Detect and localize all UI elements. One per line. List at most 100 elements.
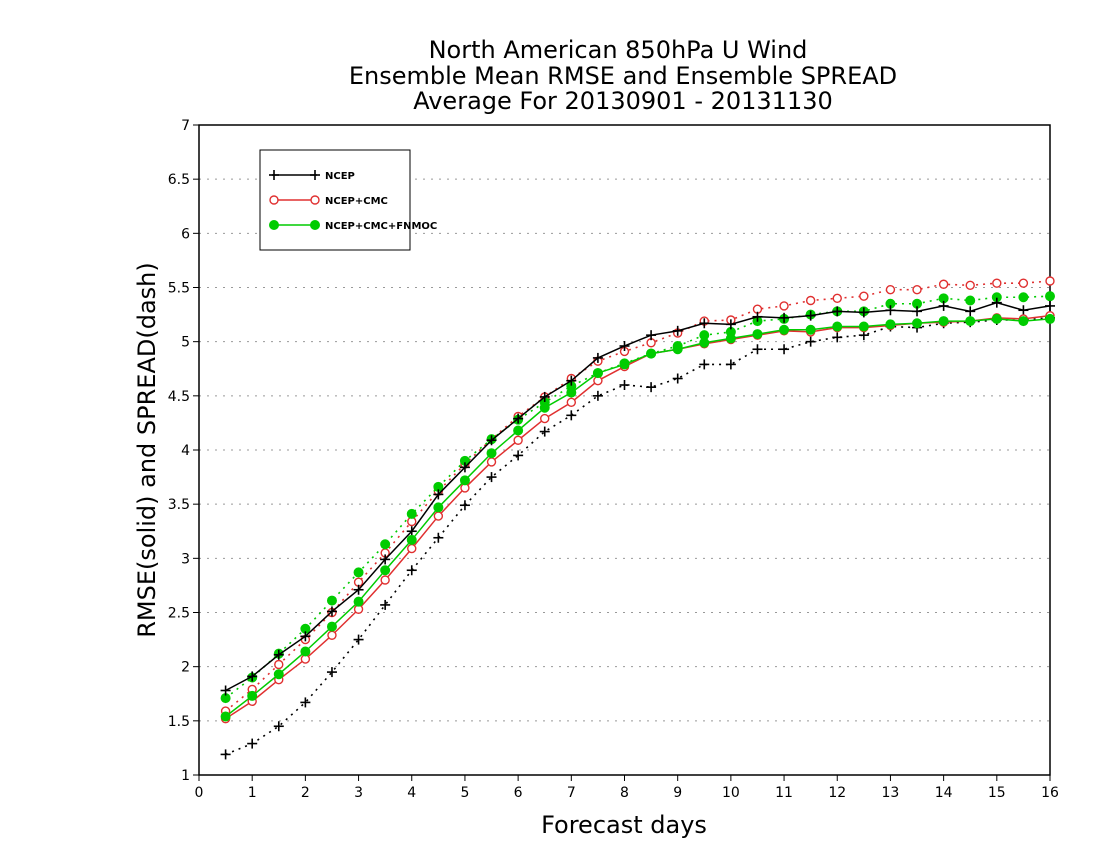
data-point bbox=[326, 621, 337, 632]
y-tick-label: 5.5 bbox=[168, 281, 190, 297]
data-point bbox=[406, 526, 417, 537]
data-point bbox=[539, 391, 550, 402]
data-point bbox=[220, 711, 231, 722]
data-point bbox=[805, 324, 816, 335]
data-point bbox=[1018, 316, 1029, 327]
data-point bbox=[592, 352, 603, 363]
data-point bbox=[513, 413, 524, 424]
data-point bbox=[327, 630, 337, 640]
data-point bbox=[938, 279, 949, 289]
data-point bbox=[752, 344, 763, 355]
y-tick-label: 2.5 bbox=[168, 606, 190, 622]
series-ncep-cmc-rmse bbox=[220, 310, 1055, 724]
x-tick-label: 6 bbox=[514, 785, 523, 801]
x-tick-label: 3 bbox=[354, 785, 363, 801]
series-ncep-cmc-fnmoc-rmse bbox=[220, 313, 1055, 722]
data-point bbox=[805, 336, 816, 347]
y-tick-label: 4.5 bbox=[168, 389, 190, 405]
data-point bbox=[220, 749, 231, 760]
data-point bbox=[513, 435, 523, 445]
series-line bbox=[225, 314, 1051, 720]
data-point bbox=[269, 195, 279, 205]
data-point bbox=[274, 659, 284, 670]
data-point bbox=[992, 278, 1002, 288]
data-point bbox=[380, 539, 391, 550]
y-tick-label: 5 bbox=[181, 335, 190, 351]
x-tick-label: 2 bbox=[301, 785, 310, 801]
data-point bbox=[353, 596, 364, 607]
data-point bbox=[646, 348, 657, 359]
data-point bbox=[991, 297, 1002, 308]
data-point bbox=[592, 390, 603, 401]
data-point bbox=[380, 554, 391, 565]
data-point bbox=[380, 565, 391, 576]
x-tick-label: 11 bbox=[775, 785, 793, 801]
data-point bbox=[1045, 276, 1055, 286]
data-point bbox=[646, 330, 657, 341]
data-point bbox=[247, 671, 258, 682]
data-point bbox=[619, 380, 630, 390]
data-point bbox=[699, 318, 710, 329]
data-point bbox=[991, 313, 1002, 324]
data-point bbox=[406, 565, 417, 576]
data-point bbox=[300, 631, 311, 642]
data-point bbox=[353, 584, 364, 595]
legend-entry: NCEP+CMC bbox=[269, 195, 388, 207]
x-tick-label: 5 bbox=[460, 785, 469, 801]
data-point bbox=[699, 359, 710, 370]
data-point bbox=[380, 599, 391, 610]
data-point bbox=[353, 567, 364, 578]
data-point bbox=[965, 280, 975, 291]
data-point bbox=[269, 220, 279, 230]
legend-entry: NCEP bbox=[269, 170, 355, 182]
series-line bbox=[225, 317, 1051, 756]
legend-label: NCEP+CMC bbox=[325, 196, 388, 207]
data-point bbox=[779, 301, 789, 311]
data-point bbox=[592, 368, 603, 379]
data-point bbox=[407, 543, 417, 554]
data-point bbox=[672, 373, 683, 384]
data-point bbox=[326, 595, 337, 606]
series-ncep-cmc-spread bbox=[220, 276, 1055, 716]
data-point bbox=[310, 195, 320, 205]
series-group bbox=[220, 276, 1055, 760]
data-point bbox=[566, 397, 577, 408]
data-point bbox=[459, 500, 470, 511]
data-point bbox=[646, 382, 657, 393]
data-point bbox=[672, 325, 683, 336]
x-axis: 0 1 2 3 4 5 6 7 8 9 10 11 12 13 14 15 16 bbox=[195, 775, 1059, 801]
series-line bbox=[225, 280, 1051, 712]
x-tick-label: 16 bbox=[1041, 785, 1059, 801]
data-point bbox=[486, 435, 497, 446]
y-tick-label: 3 bbox=[181, 551, 190, 567]
data-point bbox=[1045, 313, 1055, 324]
data-point bbox=[433, 489, 444, 500]
y-tick-label: 3.5 bbox=[168, 497, 190, 513]
series-ncep-cmc-fnmoc-spread bbox=[220, 291, 1055, 704]
data-point bbox=[300, 646, 311, 657]
data-point bbox=[725, 359, 736, 370]
data-point bbox=[938, 316, 949, 327]
data-point bbox=[779, 312, 790, 323]
data-point bbox=[858, 307, 869, 318]
data-point bbox=[220, 685, 231, 696]
data-point bbox=[539, 426, 550, 437]
data-point bbox=[1018, 292, 1029, 303]
data-point bbox=[459, 462, 470, 473]
data-point bbox=[1018, 278, 1029, 288]
data-point bbox=[566, 410, 577, 421]
y-tick-label: 6.5 bbox=[168, 172, 190, 188]
x-tick-label: 13 bbox=[882, 785, 900, 801]
legend-entry: NCEP+CMC+FNMOC bbox=[269, 220, 437, 232]
data-point bbox=[486, 457, 497, 467]
data-point bbox=[752, 329, 763, 340]
x-tick-label: 0 bbox=[195, 785, 204, 801]
data-point bbox=[406, 508, 417, 519]
y-tick-label: 6 bbox=[181, 226, 190, 242]
data-point bbox=[1045, 300, 1055, 311]
legend: NCEP NCEP+CMC NCEP+CMC+FNMOC bbox=[259, 149, 437, 251]
data-point bbox=[513, 450, 524, 461]
legend-label: NCEP+CMC+FNMOC bbox=[325, 221, 437, 232]
data-point bbox=[380, 575, 390, 585]
